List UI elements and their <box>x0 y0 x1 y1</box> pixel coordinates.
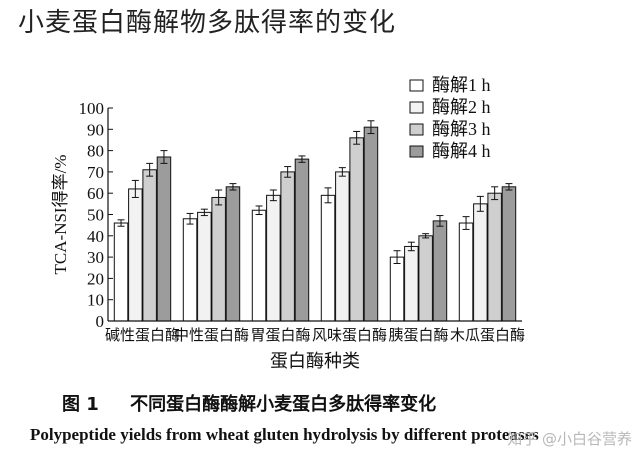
y-tick-label: 60 <box>87 184 104 203</box>
x-tick-label: 胃蛋白酶 <box>250 326 310 344</box>
bar <box>335 171 350 322</box>
y-tick-label: 70 <box>87 163 104 182</box>
bar <box>251 209 267 322</box>
bar <box>294 158 310 322</box>
bar <box>225 186 241 322</box>
x-tick-label: 碱性蛋白酶 <box>105 326 180 344</box>
figure-caption-chinese: 图 1 不同蛋白酶酶解小麦蛋白多肽得率变化 <box>62 394 437 415</box>
bar <box>280 171 295 322</box>
bar <box>113 222 129 322</box>
legend-label: 酶解4 h <box>432 141 491 161</box>
bar <box>197 211 212 322</box>
bar-chart: 0 10 20 30 40 50 60 70 80 90 100 TCA-NSI得率/% 碱性蛋白酶中性… <box>51 75 525 372</box>
y-tick-label: 0 <box>96 312 105 331</box>
y-tick-label: 50 <box>87 206 104 225</box>
bar <box>128 188 143 322</box>
x-tick-label: 木瓜蛋白酶 <box>450 326 525 344</box>
axis-layer: 0 10 20 30 40 50 60 70 80 90 100 TCA-NSI得率/% 碱性蛋白酶中性… <box>51 99 525 372</box>
legend-swatch <box>409 123 424 136</box>
x-tick-label: 风味蛋白酶 <box>312 326 387 344</box>
bar <box>142 169 157 322</box>
legend-swatch <box>409 145 424 158</box>
x-tick-label: 中性蛋白酶 <box>174 326 249 344</box>
bar <box>211 196 226 322</box>
y-tick-label: 20 <box>87 269 104 288</box>
legend-label: 酶解1 h <box>432 75 491 95</box>
legend-swatch <box>409 79 424 92</box>
figure-caption-english: Polypeptide yields from wheat gluten hyd… <box>30 425 539 444</box>
bar <box>432 220 448 322</box>
bar <box>182 218 198 322</box>
bar <box>501 186 517 322</box>
y-axis-label: TCA-NSI得率/% <box>51 155 70 275</box>
bar <box>363 126 379 322</box>
y-tick-label: 40 <box>87 227 104 246</box>
page-title: 小麦蛋白酶解物多肽得率的变化 <box>18 8 397 38</box>
y-tick-label: 30 <box>87 248 104 267</box>
bar <box>349 137 364 322</box>
bar <box>487 192 502 322</box>
bar <box>320 194 336 322</box>
y-tick-label: 10 <box>87 291 104 310</box>
bar <box>389 256 405 322</box>
legend-label: 酶解3 h <box>432 119 491 139</box>
x-axis-label: 蛋白酶种类 <box>270 351 360 372</box>
y-tick-label: 90 <box>87 120 104 139</box>
legend-swatch <box>409 101 424 114</box>
bar <box>418 235 433 322</box>
bar <box>473 203 488 322</box>
watermark-text: 知乎 @小白谷营养 <box>507 430 632 448</box>
y-tick-label: 80 <box>87 142 104 161</box>
legend-label: 酶解2 h <box>432 97 491 117</box>
x-tick-label: 胰蛋白酶 <box>388 326 448 344</box>
bar <box>458 222 474 322</box>
y-tick-label: 100 <box>79 99 105 118</box>
bar <box>266 194 281 322</box>
bar <box>404 245 419 322</box>
bar <box>156 156 172 322</box>
